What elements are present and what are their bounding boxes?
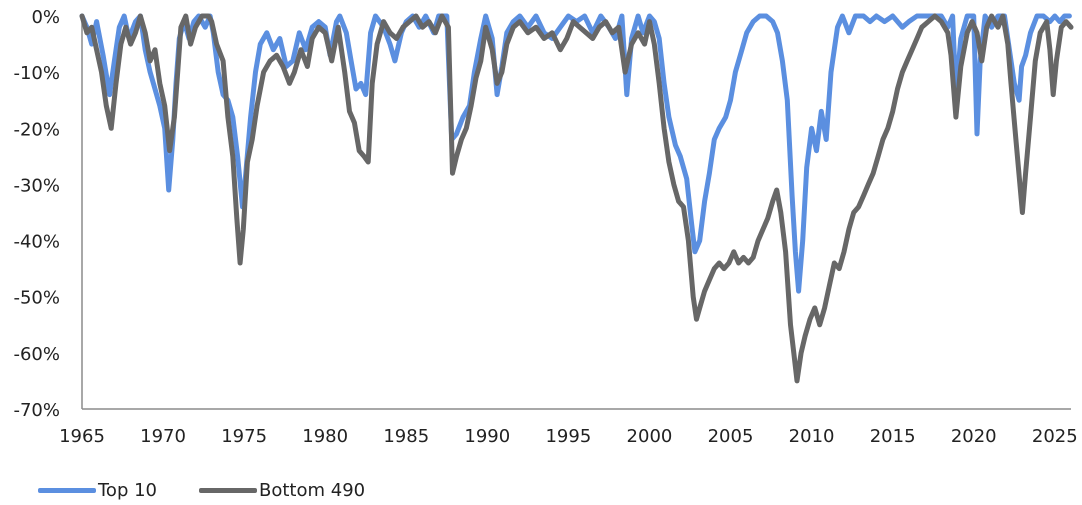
legend-swatch-bottom-490 [199,488,258,493]
x-tick-label: 2020 [951,426,997,447]
x-tick-label: 1980 [302,426,348,447]
y-tick-label: -30% [13,175,60,196]
x-tick-label: 2000 [627,426,673,447]
drawdown-line-chart: 0%-10%-20%-30%-40%-50%-60%-70% 1965 1970 1… [13,7,1078,447]
chart-legend: Top 10 Bottom 490 [38,480,365,501]
y-tick-label: 0% [31,7,60,28]
x-tick-label: 2010 [789,426,835,447]
x-tick-label: 1970 [140,426,186,447]
y-tick-label: -10% [13,63,60,84]
x-tick-label: 2025 [1032,426,1078,447]
legend-swatch-top-10 [38,488,96,493]
y-tick-labels: 0% -10% -20% -30% -40% -50% -60% -70% [13,7,60,421]
x-tick-label: 1985 [383,426,429,447]
legend-item-top-10: Top 10 [38,480,157,501]
y-tick-label: -60% [13,344,60,365]
y-tick-label: -20% [13,119,60,140]
legend-label-bottom-490: Bottom 490 [259,480,366,501]
x-tick-label: 1995 [545,426,591,447]
series-lines [79,13,1074,384]
x-tick-label: 2015 [870,426,916,447]
x-tick-label: 1990 [464,426,510,447]
x-tick-label: 2005 [708,426,754,447]
x-tick-label: 1965 [59,426,105,447]
chart-axes [81,16,1071,410]
x-tick-labels: 1965 1970 1975 1980 1985 1990 1995 2000 2005 2010… [59,426,1078,447]
legend-item-bottom-490: Bottom 490 [199,480,365,501]
y-tick-label: -70% [13,400,60,421]
y-tick-label: -40% [13,232,60,253]
series-line-bottom-490 [79,13,1074,384]
x-tick-label: 1975 [221,426,267,447]
y-tick-label: -50% [13,288,60,309]
legend-label-top-10: Top 10 [98,480,158,501]
